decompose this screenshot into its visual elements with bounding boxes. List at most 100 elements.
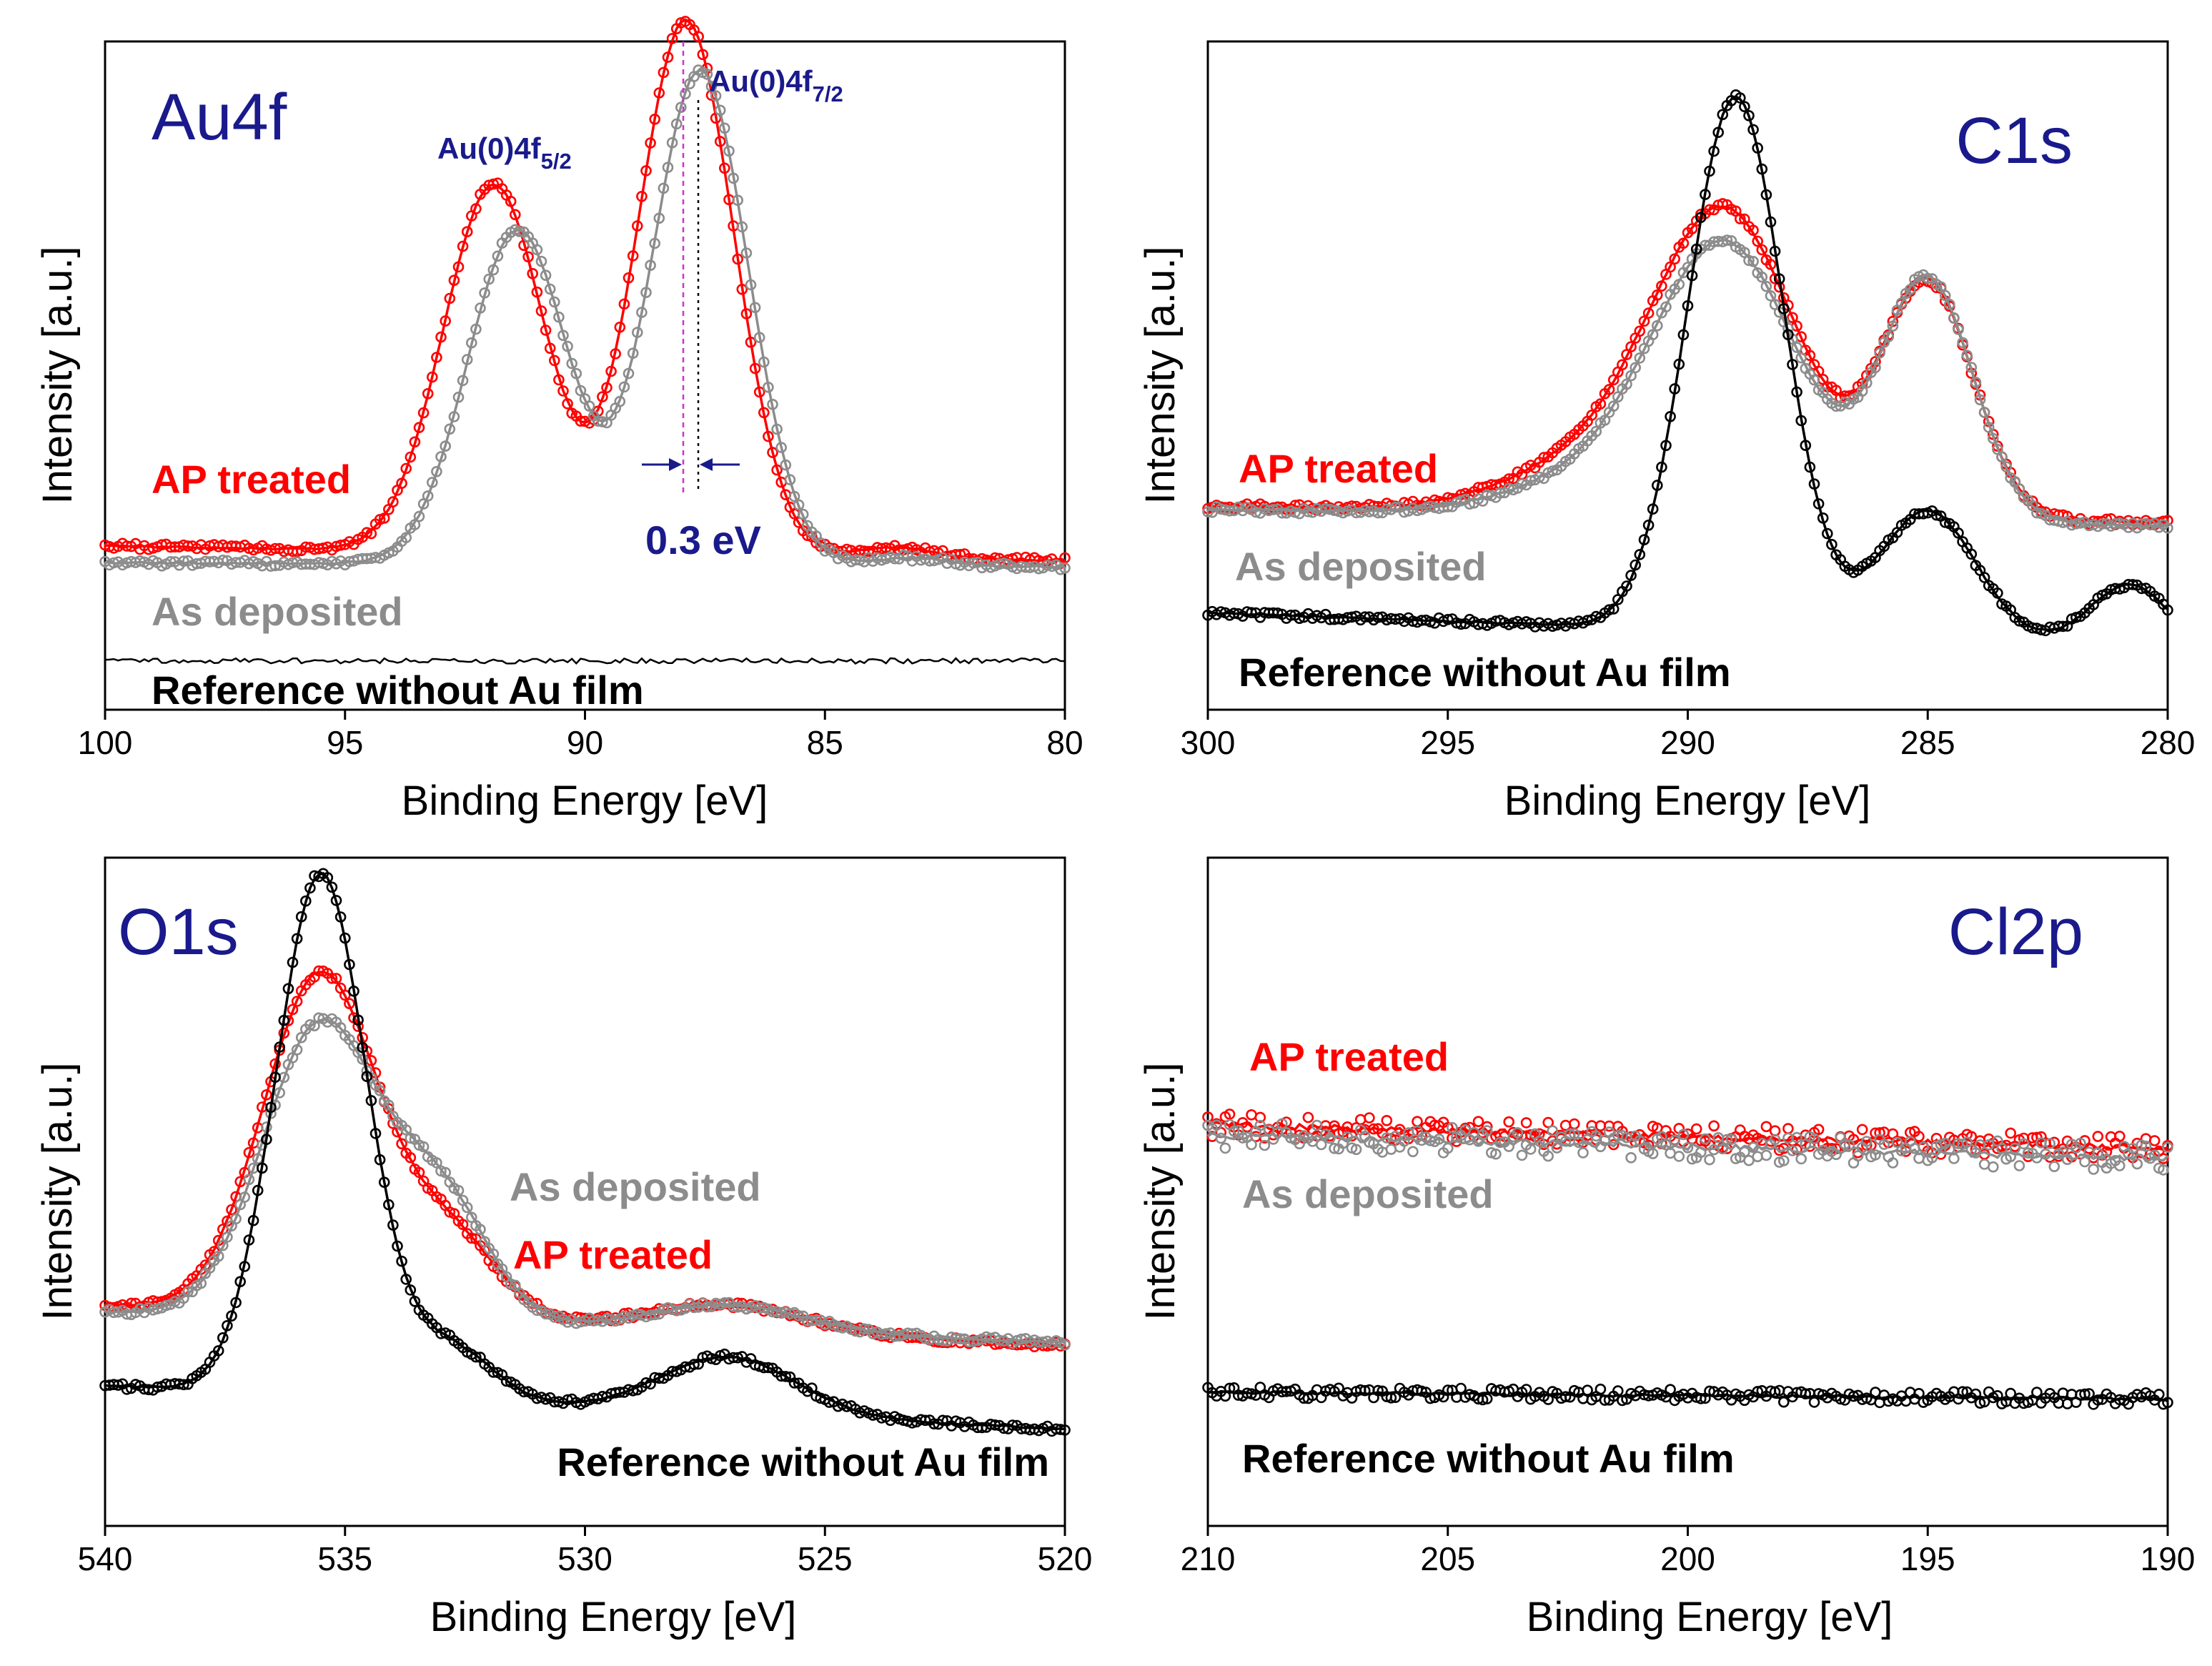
data-point	[1534, 1135, 1545, 1147]
data-point	[1996, 451, 2008, 462]
data-point	[1765, 259, 1777, 270]
data-point	[1202, 1111, 1214, 1123]
data-point	[745, 336, 757, 348]
data-point	[1957, 337, 1968, 349]
data-point	[540, 269, 552, 282]
data-point	[1861, 377, 1873, 389]
data-point	[1481, 1121, 1493, 1133]
data-point	[222, 1231, 233, 1243]
data-point	[1547, 1125, 1559, 1136]
data-point	[1276, 1118, 1288, 1130]
data-point	[470, 203, 482, 214]
x-tick-label: 535	[317, 1540, 372, 1577]
data-point	[339, 989, 351, 1001]
data-point	[295, 911, 307, 923]
y-axis-label: Intensity [a.u.]	[34, 246, 81, 504]
x-tick-label: 100	[78, 724, 133, 761]
data-point	[2048, 1161, 2060, 1172]
x-tick-label: 520	[1038, 1540, 1093, 1577]
data-point	[295, 1031, 307, 1043]
data-point	[1412, 1125, 1423, 1137]
data-point	[417, 1141, 430, 1153]
data-point	[1756, 271, 1768, 283]
data-point	[291, 996, 303, 1007]
data-point	[1652, 480, 1663, 491]
data-point	[1673, 358, 1685, 370]
data-point	[1895, 297, 1908, 309]
data-point	[531, 286, 543, 298]
data-point	[400, 462, 412, 475]
data-point	[1524, 1144, 1537, 1155]
data-point	[1389, 1131, 1402, 1142]
data-point	[1329, 1143, 1340, 1154]
data-point	[457, 1219, 469, 1231]
data-point	[780, 459, 792, 471]
data-point	[334, 911, 347, 923]
data-point	[710, 90, 722, 101]
data-point	[1812, 1124, 1825, 1136]
data-point	[339, 932, 351, 944]
data-point	[405, 1284, 417, 1296]
data-point	[2088, 1164, 2099, 1175]
data-point	[1721, 234, 1733, 246]
data-point	[230, 1296, 242, 1309]
data-point	[1760, 1149, 1772, 1161]
data-point	[823, 1397, 835, 1408]
data-point	[1939, 289, 1951, 302]
data-point	[1978, 407, 1990, 418]
data-point	[1808, 1397, 1820, 1408]
data-point	[1948, 1153, 1960, 1164]
data-point	[1735, 92, 1746, 104]
data-point	[1756, 163, 1768, 175]
series-markers-as	[99, 64, 1071, 575]
data-point	[653, 87, 665, 99]
data-point	[2162, 522, 2173, 534]
shift-label: 0.3 eV	[645, 517, 761, 562]
data-point	[566, 357, 578, 370]
data-point	[1673, 1151, 1685, 1162]
data-point	[470, 1351, 482, 1363]
data-point	[1407, 1146, 1419, 1158]
data-point	[1953, 324, 1964, 335]
data-point	[636, 307, 648, 318]
legend-ap-treated: AP treated	[152, 457, 351, 502]
data-point	[1542, 1150, 1554, 1162]
data-point	[1752, 1386, 1763, 1397]
data-point	[631, 220, 643, 232]
data-point	[1551, 1142, 1563, 1154]
data-point	[1817, 512, 1829, 524]
data-point	[1756, 244, 1768, 256]
data-point	[1791, 1131, 1802, 1144]
data-point	[1690, 1123, 1702, 1135]
data-point	[1721, 1134, 1733, 1146]
data-point	[1856, 385, 1868, 397]
data-point	[409, 519, 421, 530]
data-point	[614, 321, 626, 333]
data-point	[178, 1379, 189, 1391]
data-point	[1712, 127, 1724, 138]
data-point	[649, 114, 661, 125]
data-point	[1843, 1139, 1855, 1151]
data-point	[409, 436, 421, 448]
data-point	[1717, 109, 1729, 121]
x-ticks: 210 205 200 195 190	[1181, 1526, 2195, 1577]
data-point	[1800, 440, 1812, 452]
data-point	[2018, 1138, 2030, 1150]
data-point	[1704, 165, 1715, 177]
data-point	[2158, 1164, 2169, 1176]
data-point	[1695, 1146, 1707, 1158]
data-point	[448, 411, 460, 422]
data-point	[409, 1296, 421, 1307]
data-point	[1621, 378, 1632, 390]
data-point	[688, 1301, 700, 1314]
data-point	[1442, 501, 1454, 512]
legend-as-deposited: As deposited	[1235, 544, 1487, 589]
data-point	[740, 308, 753, 319]
data-point	[1477, 1394, 1489, 1406]
data-point	[718, 162, 730, 174]
data-point	[784, 474, 796, 486]
data-point	[182, 1286, 194, 1298]
x-axis-label: Binding Energy [eV]	[402, 778, 768, 824]
data-point	[287, 1003, 299, 1016]
data-point	[1957, 1386, 1968, 1397]
